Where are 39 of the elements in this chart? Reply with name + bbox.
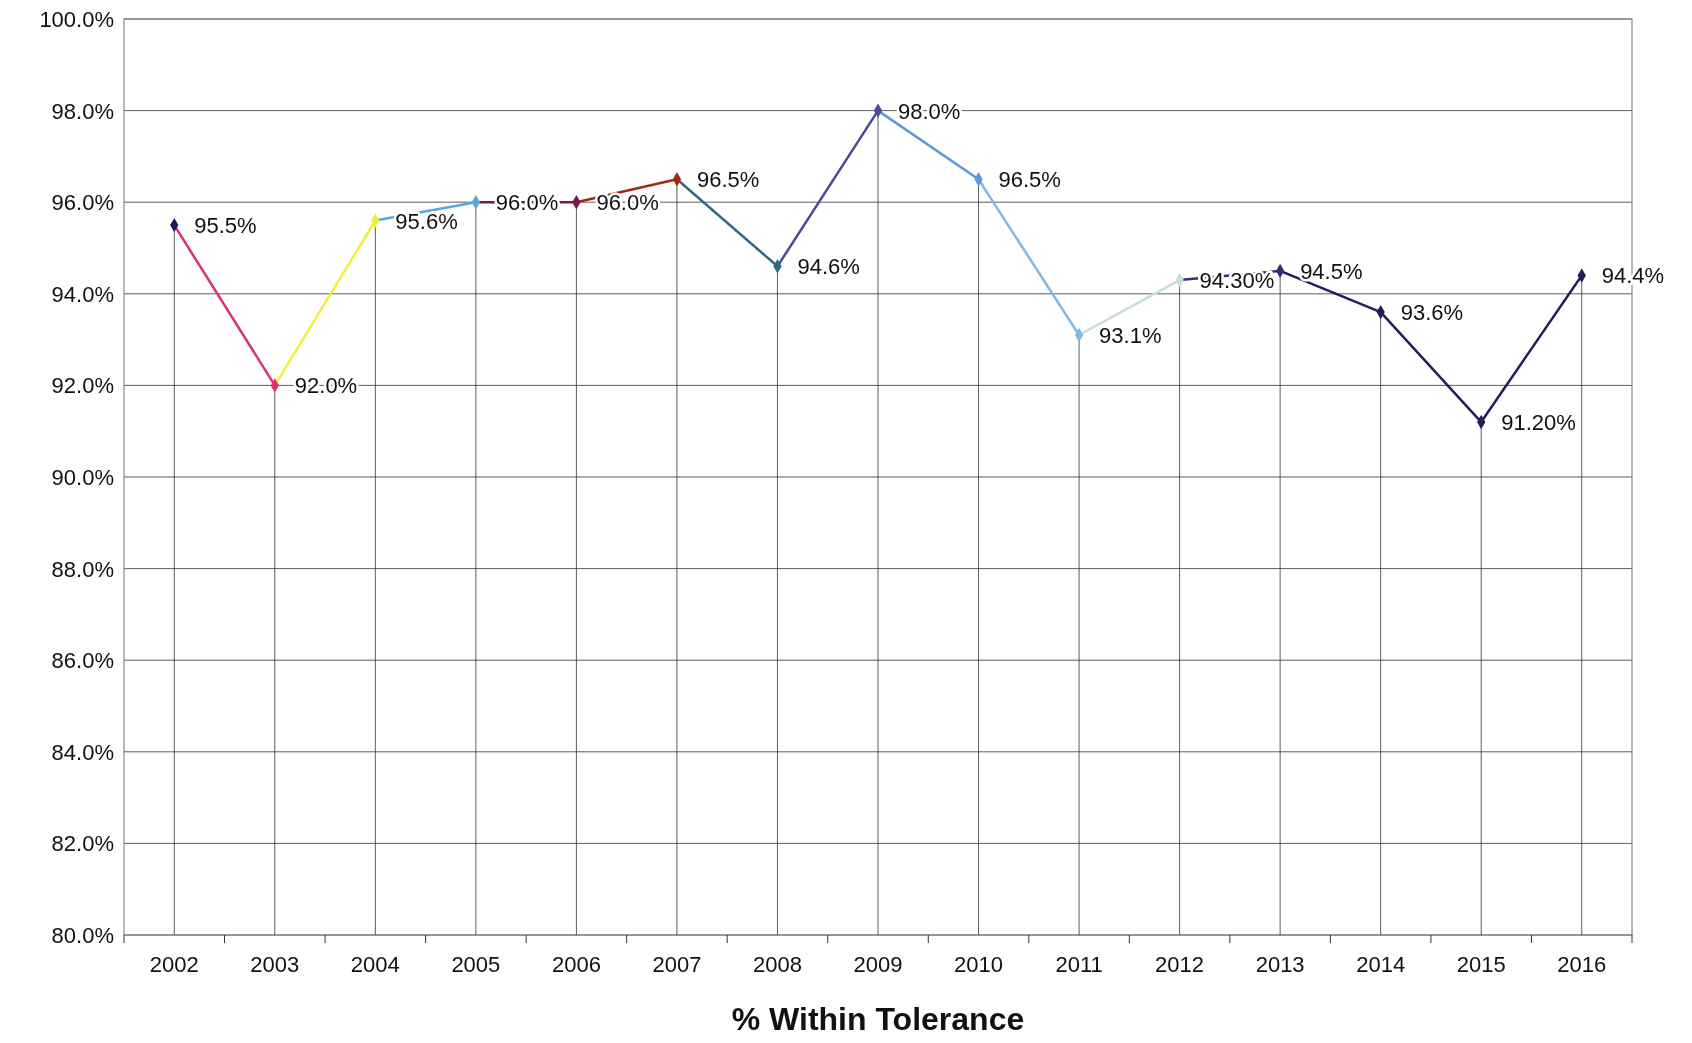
x-tick-label: 2008 [752,952,802,977]
y-tick-label: 98.0% [51,98,114,124]
x-tick-label: 2007 [652,952,702,977]
x-tick-label: 2012 [1155,952,1205,977]
y-tick-label: 96.0% [51,190,114,216]
x-tick-label: 2014 [1356,952,1406,977]
y-tick-label: 90.0% [51,465,114,490]
data-label: 95.5% [194,213,257,239]
data-label: 94.5% [1300,258,1363,284]
y-tick-label: 84.0% [51,739,114,765]
data-label: 91.20% [1501,410,1576,436]
x-tick-label: 2010 [954,952,1004,977]
x-tick-label: 2011 [1055,952,1103,977]
data-label: 96.0% [596,190,659,216]
data-label: 94.30% [1199,268,1275,294]
y-tick-label: 88.0% [51,556,114,582]
data-label: 94.4% [1601,263,1665,289]
y-tick-label: 82.0% [51,831,114,857]
x-tick-label: 2009 [853,952,903,977]
x-tick-label: 2004 [350,952,400,977]
data-label: 93.6% [1400,300,1464,326]
data-label: 96.5% [696,167,760,193]
x-tick-label: 2016 [1557,952,1607,977]
x-tick-label: 2002 [149,952,199,977]
y-tick-label: 86.0% [51,648,114,674]
x-tick-label: 2003 [250,952,300,977]
data-label: 95.6% [395,208,458,234]
y-tick-label: 100.0% [39,7,114,32]
data-label: 94.6% [797,254,860,280]
y-tick-label: 92.0% [51,373,114,399]
y-tick-label: 80.0% [51,923,114,948]
x-axis-title: % Within Tolerance [731,1001,1025,1037]
y-tick-label: 94.0% [51,281,114,307]
data-label: 96.5% [998,167,1061,193]
x-tick-label: 2005 [451,952,501,977]
data-label: 93.1% [1099,323,1162,349]
x-tick-label: 2015 [1456,952,1506,977]
x-tick-label: 2006 [551,952,601,977]
x-tick-label: 2013 [1255,952,1305,977]
